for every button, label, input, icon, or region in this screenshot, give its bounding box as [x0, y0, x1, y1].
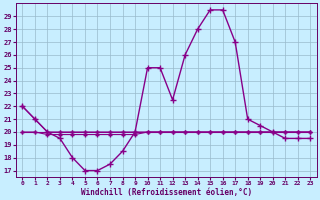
- X-axis label: Windchill (Refroidissement éolien,°C): Windchill (Refroidissement éolien,°C): [81, 188, 252, 197]
